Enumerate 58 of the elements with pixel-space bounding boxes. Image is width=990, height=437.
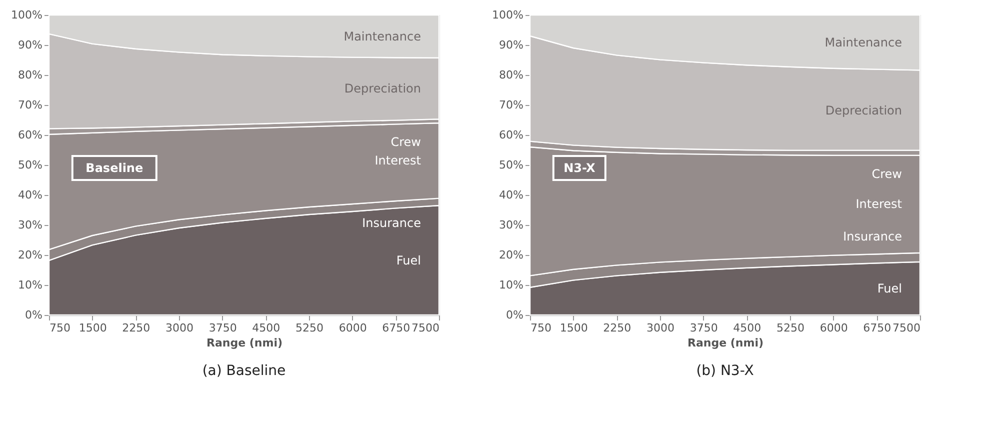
series-label: Fuel [877,281,902,296]
y-tick-label: 40% [18,188,42,202]
x-tick-label: 5250 [776,322,804,334]
x-tick-label: 3000 [166,322,194,334]
y-tick-label: 80% [18,68,42,82]
y-tick-label: 0% [506,308,524,322]
x-tick-label: 3000 [646,322,674,334]
x-tick-label: 1500 [560,322,588,334]
x-tick-label: 7500 [412,322,440,334]
y-tick-label: 50% [499,158,524,172]
series-label: Maintenance [824,36,902,50]
y-tick-label: 70% [499,98,524,112]
x-tick-label: 5250 [296,322,324,334]
y-tick-label: 10% [499,278,524,292]
series-label: Depreciation [344,82,421,96]
y-tick-label: 60% [499,128,524,142]
x-tick-label: 3750 [208,322,237,334]
y-tick-label: 100% [11,8,42,22]
x-tick-label: 750 [50,322,70,334]
series-label: Interest [856,197,902,212]
y-tick-label: 20% [499,248,524,262]
x-tick-label: 6750 [863,322,892,334]
series-label: Maintenance [344,29,421,44]
y-tick-label: 0% [25,308,42,322]
y-tick-label: 90% [18,38,42,52]
x-tick-label: 3750 [690,322,718,334]
x-axis-title: Range (nmi) [687,336,764,350]
y-tick-label: 20% [18,248,42,262]
y-tick-label: 30% [499,218,524,232]
y-tick-label: 70% [18,98,42,112]
x-tick-label: 2250 [603,322,632,334]
series-label: Insurance [843,229,902,244]
x-tick-label: 750 [530,322,552,334]
annotation: N3-X [564,161,596,175]
x-axis-title: Range (nmi) [206,336,283,350]
x-tick-label: 4500 [252,322,280,334]
x-tick-label: 4500 [733,322,762,334]
text: (b) N3-X [696,363,754,379]
x-tick-label: 1500 [78,322,107,334]
y-tick-label: 100% [492,8,524,22]
y-tick-label: 60% [18,128,42,142]
x-tick-label: 6750 [382,322,410,334]
series-label: Crew [390,135,422,150]
y-tick-label: 10% [18,278,42,292]
x-tick-label: 6000 [338,322,367,334]
series-label: Depreciation [825,103,902,118]
x-tick-label: 2250 [122,322,150,334]
x-tick-label: 7500 [892,322,920,334]
series-label: Interest [374,154,422,168]
x-tick-label: 6000 [820,322,848,334]
y-tick-label: 40% [499,188,524,202]
annotation: Baseline [86,161,144,175]
y-tick-label: 50% [18,158,42,172]
y-tick-label: 90% [499,38,524,52]
y-tick-label: 30% [18,218,42,232]
text: (a) Baseline [202,363,286,379]
y-tick-label: 80% [499,68,524,82]
series-label: Crew [872,166,902,181]
